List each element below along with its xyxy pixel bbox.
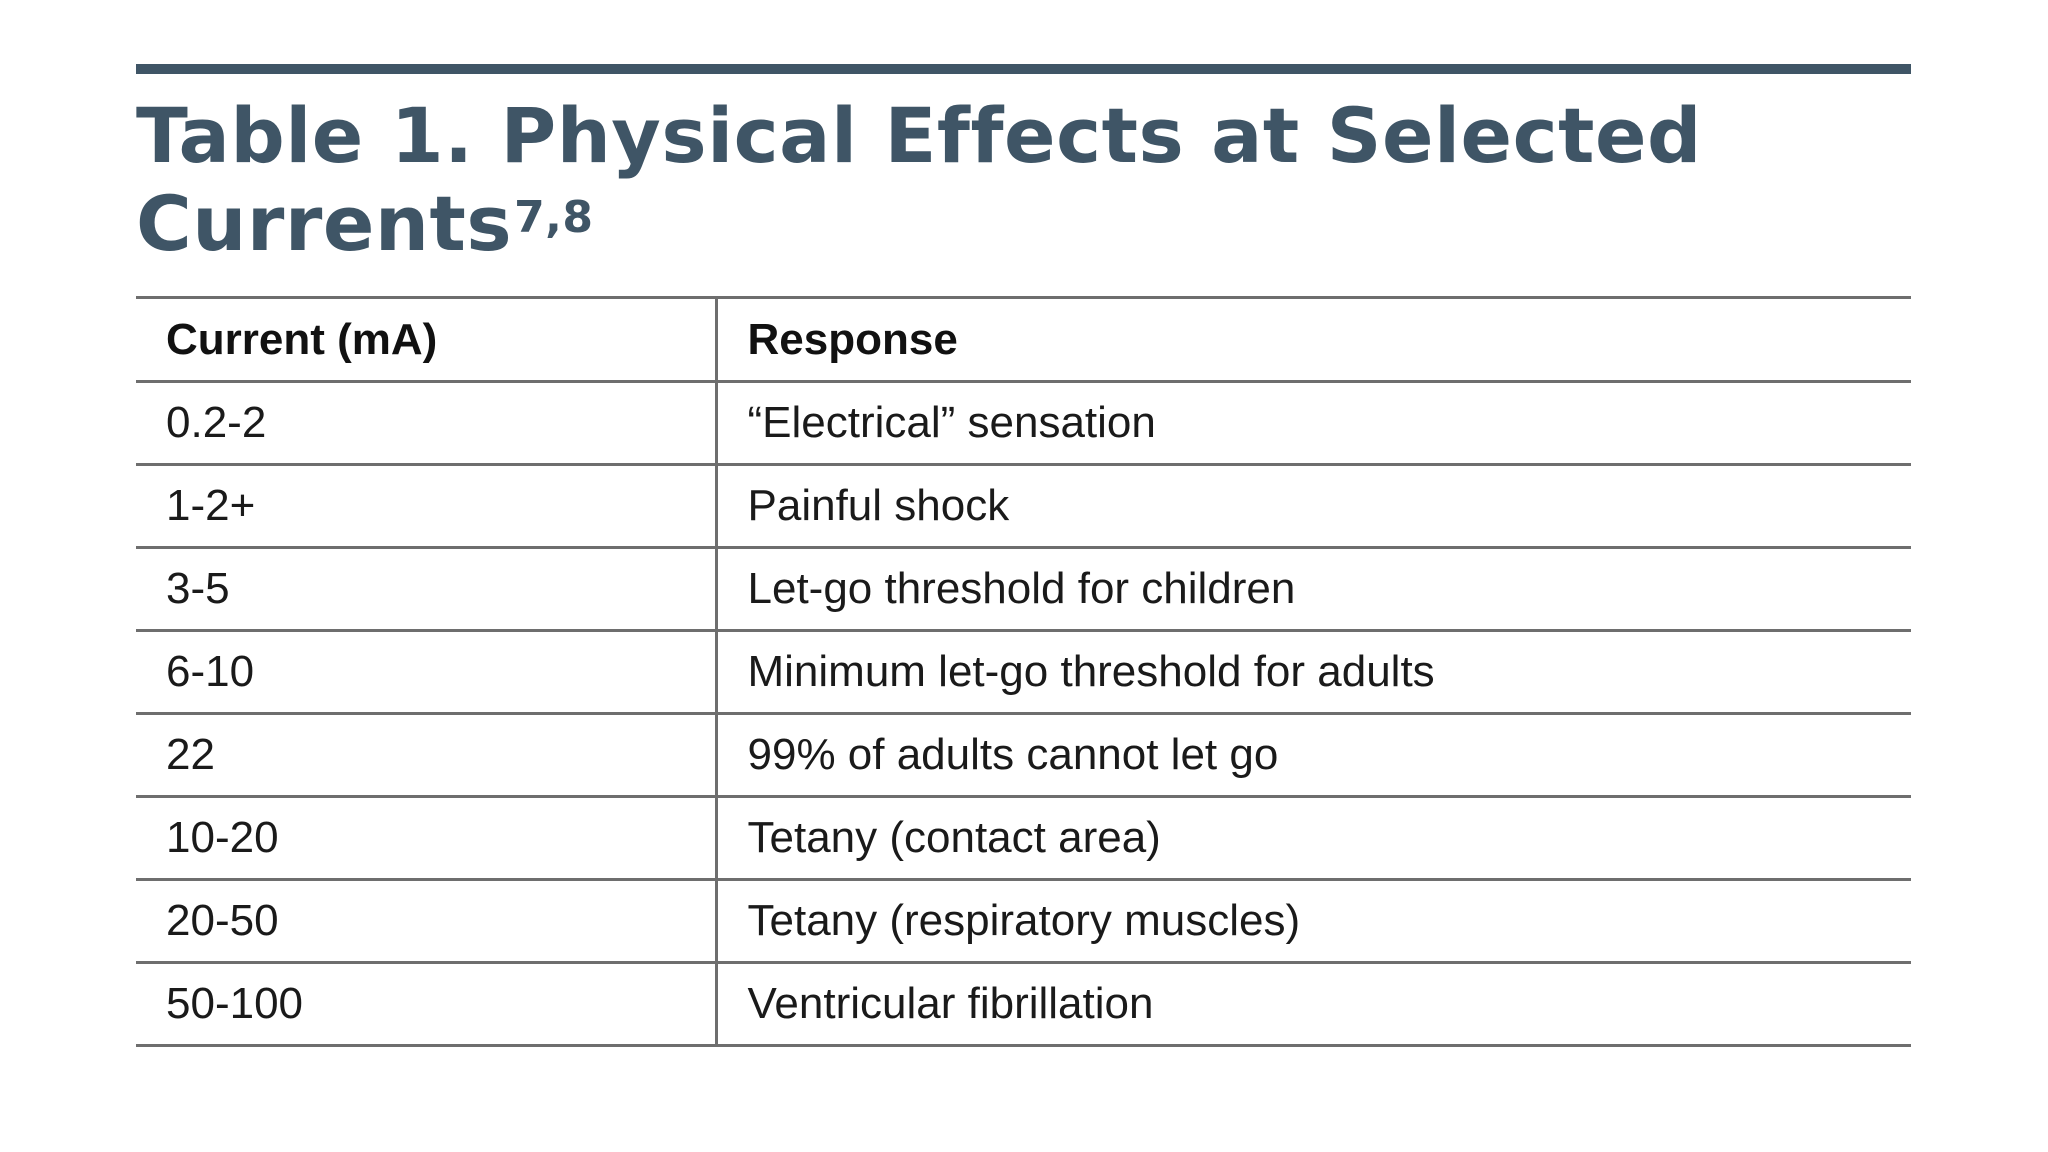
cell-current: 6-10 <box>136 630 718 715</box>
cell-current: 0.2-2 <box>136 381 718 466</box>
cell-response: Let-go threshold for children <box>716 547 1911 632</box>
cell-current: 22 <box>136 713 718 798</box>
cell-response: Tetany (contact area) <box>716 796 1911 881</box>
table-row: 20-50 Tetany (respiratory muscles) <box>136 879 1911 964</box>
currents-table: Current (mA) Response 0.2-2 “Electrical”… <box>136 296 1911 1047</box>
cell-response: “Electrical” sensation <box>716 381 1911 466</box>
table-row: 22 99% of adults cannot let go <box>136 713 1911 798</box>
title-citation-superscript: 7,8 <box>514 192 594 243</box>
cell-current: 3-5 <box>136 547 718 632</box>
table-row: 50-100 Ventricular fibrillation <box>136 962 1911 1047</box>
table-row: 1-2+ Painful shock <box>136 464 1911 549</box>
table-row: 0.2-2 “Electrical” sensation <box>136 381 1911 466</box>
column-header-current: Current (mA) <box>136 296 718 383</box>
table-title-text: Table 1. Physical Effects at Selected Cu… <box>136 91 1702 268</box>
table-title: Table 1. Physical Effects at Selected Cu… <box>136 92 1911 268</box>
column-header-response: Response <box>716 296 1911 383</box>
table-row: 3-5 Let-go threshold for children <box>136 547 1911 632</box>
table-header-row: Current (mA) Response <box>136 296 1911 383</box>
cell-current: 20-50 <box>136 879 718 964</box>
cell-response: 99% of adults cannot let go <box>716 713 1911 798</box>
cell-response: Tetany (respiratory muscles) <box>716 879 1911 964</box>
cell-current: 50-100 <box>136 962 718 1047</box>
cell-response: Ventricular fibrillation <box>716 962 1911 1047</box>
top-rule <box>136 64 1911 74</box>
cell-response: Minimum let-go threshold for adults <box>716 630 1911 715</box>
table-row: 6-10 Minimum let-go threshold for adults <box>136 630 1911 715</box>
cell-response: Painful shock <box>716 464 1911 549</box>
cell-current: 10-20 <box>136 796 718 881</box>
cell-current: 1-2+ <box>136 464 718 549</box>
table-row: 10-20 Tetany (contact area) <box>136 796 1911 881</box>
